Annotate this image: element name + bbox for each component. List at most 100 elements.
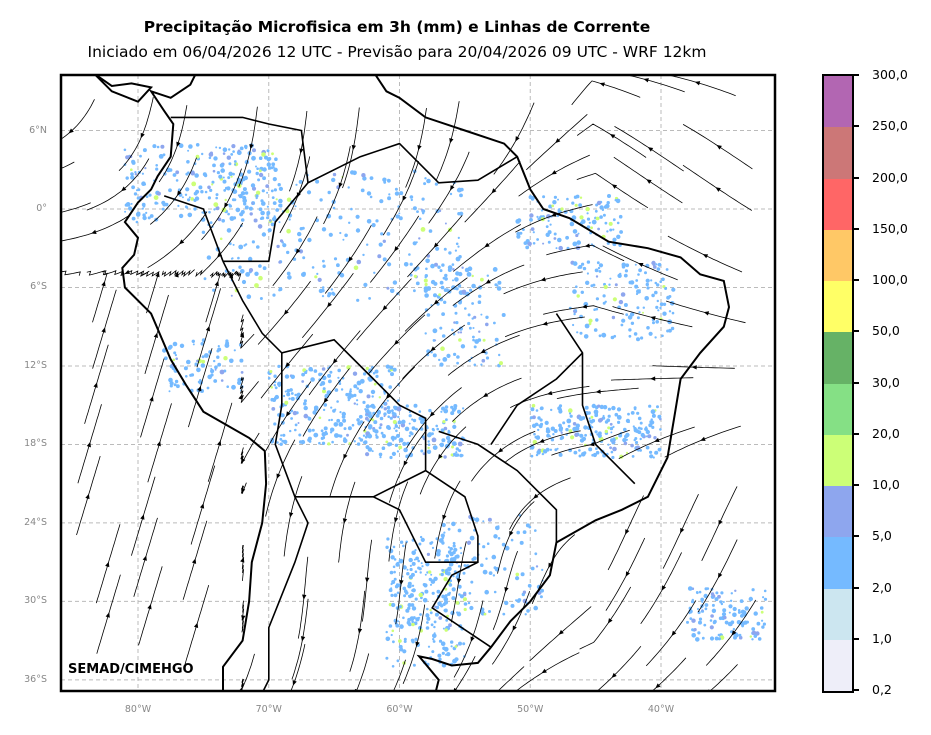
precip-cell: [721, 612, 727, 617]
precip-cell: [191, 181, 197, 187]
precip-cell: [595, 450, 600, 455]
precip-cell: [452, 556, 457, 562]
precip-cell: [430, 579, 436, 584]
precip-cell: [288, 218, 291, 221]
colorbar-label: 50,0: [872, 323, 900, 339]
precip-cell: [343, 437, 347, 441]
precip-cell: [407, 603, 412, 607]
streamline: [454, 656, 476, 691]
precip-cell: [458, 449, 462, 453]
precip-cell: [423, 288, 428, 293]
precip-cell: [408, 434, 411, 438]
precip-cell: [612, 297, 618, 302]
precip-cell: [589, 420, 594, 424]
precip-cell: [424, 573, 427, 576]
precip-cell: [579, 438, 585, 443]
precip-cell: [316, 272, 319, 275]
precip-cell: [430, 573, 433, 576]
precip-cell: [555, 247, 558, 250]
streamline-arrow: [177, 190, 182, 196]
precip-cell: [455, 321, 459, 325]
precip-cell: [419, 613, 422, 616]
streamline-arrow: [302, 594, 307, 600]
precip-cell: [528, 195, 533, 200]
precip-cell: [277, 381, 282, 387]
precip-cell: [403, 637, 407, 641]
streamline-arrow: [450, 185, 455, 191]
precip-cell: [427, 433, 432, 438]
streamline: [546, 244, 625, 262]
precip-cell: [572, 241, 578, 247]
precip-cell: [394, 424, 398, 428]
precip-cell: [294, 393, 297, 397]
precip-cell: [411, 589, 414, 592]
precip-cell: [696, 607, 700, 611]
precip-cell: [271, 162, 276, 167]
precip-cell: [393, 577, 397, 581]
precip-cell: [536, 450, 541, 455]
precip-cell: [213, 379, 218, 383]
precip-cell: [458, 326, 463, 331]
precip-cell: [644, 296, 649, 301]
precip-cell: [213, 359, 216, 363]
precip-cell: [385, 656, 389, 660]
precip-cell: [261, 152, 266, 157]
precip-cell: [588, 322, 592, 326]
precip-cell: [617, 273, 622, 278]
precip-cell: [455, 242, 459, 246]
precip-cell: [637, 416, 642, 421]
precip-cell: [480, 277, 484, 282]
precip-cell: [327, 292, 332, 296]
precip-cell: [351, 423, 355, 427]
precip-cell: [601, 332, 607, 338]
streamline-arrow: [581, 304, 588, 309]
precip-cell: [445, 554, 449, 558]
precip-cell: [298, 238, 303, 243]
precip-cell: [389, 455, 393, 460]
precip-cell: [147, 216, 151, 220]
precip-cell: [607, 414, 611, 418]
precip-cell: [414, 549, 417, 552]
precip-cell: [497, 280, 502, 285]
precip-cell: [689, 617, 693, 620]
precip-cell: [284, 400, 289, 405]
precip-cell: [761, 625, 765, 629]
precip-cell: [494, 337, 499, 342]
precip-cell: [632, 425, 635, 428]
precip-cell: [254, 271, 259, 276]
precip-cell: [167, 345, 172, 350]
precip-cell: [435, 246, 440, 251]
precip-cell: [668, 295, 672, 298]
precip-cell: [410, 198, 413, 202]
precip-cell: [271, 152, 274, 156]
precip-cell: [656, 283, 660, 287]
precip-cell: [290, 392, 294, 395]
precip-cell: [452, 268, 455, 271]
precip-cell: [581, 262, 585, 266]
precip-cell: [433, 625, 436, 629]
precip-cell: [187, 149, 190, 152]
precip-cell: [172, 358, 175, 362]
precip-cell: [464, 307, 467, 310]
precip-cell: [212, 163, 216, 168]
precip-cell: [412, 663, 416, 667]
precip-cell: [636, 337, 640, 342]
streamline-arrow: [547, 390, 553, 396]
precip-cell: [440, 285, 445, 290]
precip-cell: [645, 445, 650, 450]
precip-cell: [318, 416, 322, 420]
precip-cell: [591, 219, 597, 225]
precip-cell: [337, 434, 341, 438]
streamline-arrow: [650, 376, 656, 381]
precip-cell: [543, 449, 547, 454]
streamline-arrow: [49, 212, 55, 217]
precip-cell: [550, 408, 553, 412]
precip-cell: [426, 313, 431, 317]
precip-cell: [372, 371, 376, 375]
precip-cell: [359, 438, 364, 442]
precip-cell: [615, 436, 618, 440]
precip-cell: [625, 451, 629, 454]
precip-cell: [738, 635, 743, 640]
precip-cell: [553, 195, 558, 199]
precip-cell: [276, 441, 279, 444]
